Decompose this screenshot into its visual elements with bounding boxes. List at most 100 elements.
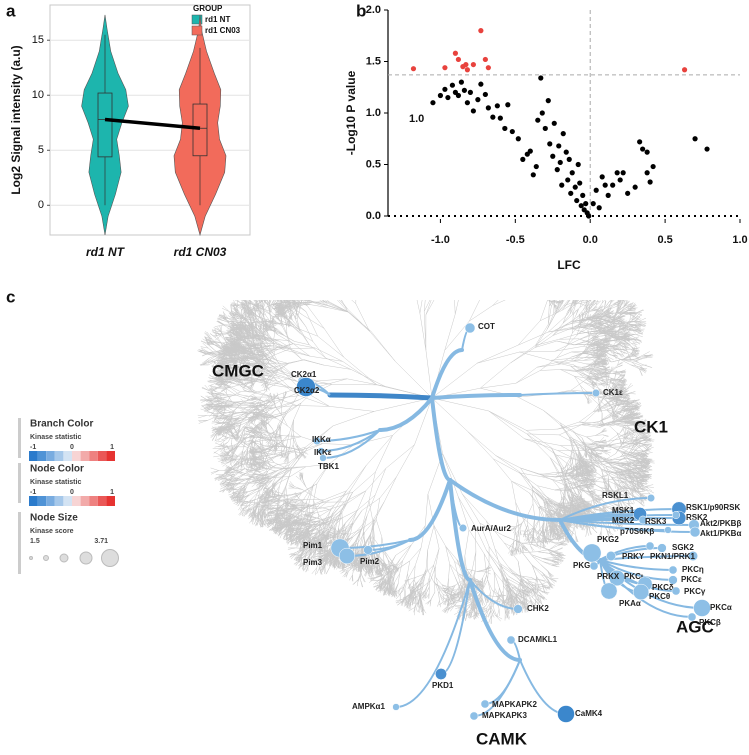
kinase-label: AMPKα1	[352, 702, 385, 711]
point	[681, 67, 688, 73]
kinase-node	[363, 545, 373, 555]
x-axis-label: LFC	[557, 258, 581, 272]
kinase-label: TBK1	[318, 462, 339, 471]
branch	[316, 429, 381, 442]
point	[475, 97, 481, 103]
kinase-label: PKN1/PRK1	[650, 552, 695, 561]
branch	[599, 559, 674, 581]
kinase-node	[664, 526, 672, 534]
box	[192, 103, 208, 157]
point	[410, 66, 417, 72]
legend-swatch	[97, 496, 107, 506]
point	[478, 28, 484, 34]
x-tick-label: rd1 CN03	[174, 245, 227, 259]
kinase-label: DCAMKL1	[518, 635, 558, 644]
kinase-label: AurA/Aur2	[471, 524, 512, 533]
y-axis-label: Log2 Signal intensity (a.u)	[9, 45, 23, 194]
group-label: AGC	[676, 617, 714, 636]
point	[452, 50, 459, 56]
point	[590, 201, 596, 207]
point	[637, 139, 643, 145]
annotation: 1.0	[409, 113, 424, 125]
y-tick-label: 0	[38, 199, 44, 211]
point	[463, 61, 469, 68]
y-tick-label: 0.5	[366, 158, 381, 170]
branch	[378, 396, 434, 432]
legend-tick: 3.71	[94, 538, 108, 545]
point	[614, 170, 620, 176]
branch	[599, 559, 703, 609]
legend-swatch	[191, 14, 203, 25]
plot-frame	[49, 4, 251, 236]
kinase-label: MAPKAPK2	[492, 700, 537, 709]
kinase-label: PKCι	[624, 572, 643, 581]
point	[647, 179, 653, 185]
legend-swatch	[80, 496, 90, 506]
point	[505, 102, 511, 108]
x-tick-label: 0.5	[657, 234, 672, 246]
legend-swatch	[72, 496, 81, 506]
y-tick-label: 2.0	[366, 4, 381, 16]
point	[490, 114, 496, 120]
branch	[320, 429, 381, 452]
point	[482, 56, 488, 63]
branch	[327, 392, 435, 401]
violin	[81, 14, 129, 236]
kinase-node	[464, 322, 476, 334]
kinase-node	[668, 575, 678, 585]
y-tick-label: 0.0	[366, 210, 381, 222]
legend-tick: 0	[70, 444, 74, 451]
kinase-label: PKCα	[710, 603, 732, 612]
point	[617, 177, 623, 183]
branch	[322, 429, 381, 459]
kinase-node	[689, 526, 701, 538]
point	[577, 180, 583, 186]
point	[547, 141, 553, 147]
kinase-label: PKAα	[619, 599, 641, 608]
point	[458, 79, 464, 85]
point	[578, 203, 584, 209]
point	[644, 170, 650, 176]
kinase-label: PRKY	[622, 552, 645, 561]
kinase-label: PKCγ	[684, 587, 706, 596]
kinase-label: CK2α1	[291, 370, 317, 379]
branch	[599, 559, 674, 571]
y-tick-label: 1.0	[366, 107, 381, 119]
y-tick-label: 1.5	[366, 55, 381, 67]
point	[533, 163, 539, 170]
legend-title: GROUP	[193, 4, 223, 13]
legend-swatch	[97, 451, 107, 461]
point	[527, 148, 533, 154]
kinase-label: RSKL1	[602, 491, 629, 500]
legend-swatch	[106, 496, 115, 506]
point	[455, 56, 461, 63]
kinase-node	[296, 377, 316, 397]
kinase-label: RSK1/p90RSK	[686, 503, 740, 512]
kinase-label: PKCδ	[652, 583, 674, 592]
legend-subtitle: Kinase statistic	[30, 479, 81, 486]
point	[470, 108, 476, 114]
kinase-node	[469, 711, 479, 721]
median-connector	[104, 117, 201, 130]
kinase-node	[591, 388, 601, 398]
kinase-node	[557, 705, 575, 723]
point	[478, 81, 484, 87]
point	[485, 65, 491, 71]
legend-swatch	[63, 451, 72, 461]
kinase-label: MSK1	[612, 506, 635, 515]
point	[632, 184, 638, 190]
point	[494, 103, 500, 109]
legend-swatch	[54, 451, 64, 461]
point	[464, 67, 470, 73]
panel-label: b	[356, 1, 366, 20]
legend-swatch	[37, 451, 47, 461]
point	[610, 182, 616, 188]
point	[430, 100, 436, 106]
kinase-label: CHK2	[527, 604, 549, 613]
kinase-label: PKCθ	[649, 592, 670, 601]
legend-title: Node Size	[30, 513, 78, 524]
legend-swatch	[54, 496, 64, 506]
kinase-node	[608, 569, 626, 587]
point	[482, 91, 488, 98]
kinase-label: Akt1/PKBα	[700, 529, 741, 538]
